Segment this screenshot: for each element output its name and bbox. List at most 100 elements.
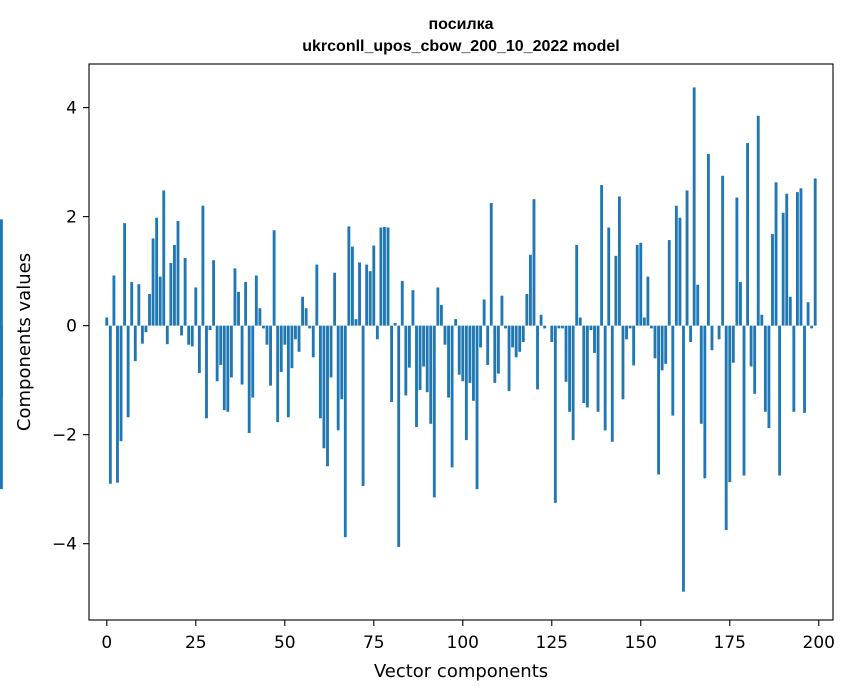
bar [176, 220, 180, 326]
x-tick-label: 100 [447, 633, 479, 653]
bar [539, 314, 543, 326]
bar [678, 217, 682, 326]
x-tick-label: 75 [363, 633, 385, 653]
bar [233, 268, 237, 326]
bar [479, 325, 483, 348]
bar [447, 325, 450, 398]
bar [361, 325, 365, 486]
bar [706, 153, 710, 326]
bar [710, 325, 714, 351]
bar [180, 325, 183, 336]
bar [390, 325, 394, 402]
bar [799, 188, 803, 326]
bar [425, 325, 429, 393]
bar [343, 325, 347, 538]
bar [326, 325, 329, 467]
y-axis-label: Components values [14, 253, 35, 431]
bar [731, 325, 735, 363]
bar [493, 325, 497, 383]
bar [500, 295, 504, 326]
bar [468, 325, 472, 383]
bar [532, 199, 536, 326]
bar [593, 325, 596, 353]
bar [774, 182, 778, 326]
bar [155, 217, 159, 326]
bar [653, 325, 657, 359]
bar [575, 244, 579, 326]
bar [108, 325, 112, 484]
bar [486, 325, 490, 365]
bar [365, 264, 369, 326]
bar [603, 325, 607, 431]
bar [795, 192, 799, 326]
x-tick-label: 200 [803, 633, 835, 653]
bar [550, 325, 554, 342]
bar [140, 325, 144, 344]
bar [418, 325, 422, 390]
bar [215, 325, 219, 382]
bar [810, 325, 814, 329]
bar [504, 325, 507, 329]
y-tick-label: −4 [52, 535, 77, 555]
bar [126, 325, 130, 418]
bar [472, 325, 475, 401]
bar [322, 325, 326, 449]
bar [290, 325, 294, 369]
bar [183, 258, 187, 326]
bar [162, 190, 166, 326]
bar [383, 226, 386, 326]
bar [561, 325, 564, 329]
bar [208, 325, 212, 331]
bar [222, 325, 226, 411]
bar [422, 325, 426, 367]
bar [514, 325, 518, 358]
bar [105, 317, 109, 326]
bar [269, 325, 272, 386]
bar [194, 287, 198, 326]
bar [169, 262, 173, 326]
bar [286, 325, 290, 418]
bar [237, 291, 240, 326]
y-axis-ticks: −4 −2 0 2 4 [52, 99, 89, 555]
x-tick-label: 175 [714, 633, 746, 653]
bar [671, 325, 675, 416]
bar [525, 294, 529, 326]
bar [582, 325, 586, 404]
bar [407, 325, 411, 368]
bar [792, 325, 796, 412]
bar [151, 238, 155, 326]
bar [646, 276, 650, 326]
bar [386, 227, 390, 326]
bar [329, 325, 333, 378]
bar [165, 325, 169, 345]
chart-title-line1: посилка [428, 16, 493, 33]
bar [197, 325, 201, 374]
bar [123, 223, 127, 326]
bar [746, 143, 749, 326]
bar [667, 240, 671, 326]
bar [279, 325, 283, 372]
bar [699, 325, 703, 424]
bar [778, 325, 782, 476]
bar [568, 325, 571, 412]
bar [358, 262, 361, 326]
bar [617, 196, 621, 326]
bar [393, 322, 397, 326]
bar [354, 319, 358, 326]
bar [229, 325, 233, 378]
y-tick-label: −2 [52, 426, 77, 446]
bar [585, 325, 589, 408]
bar [564, 325, 568, 382]
bar [283, 325, 287, 345]
bar [205, 325, 208, 419]
bar [507, 325, 511, 392]
bar [436, 287, 440, 326]
bar [614, 255, 618, 326]
bar [632, 325, 636, 366]
bar [717, 325, 721, 340]
bar [742, 325, 746, 476]
bar [749, 325, 753, 367]
bar [254, 275, 258, 326]
bar [660, 325, 664, 371]
bar [657, 325, 660, 475]
